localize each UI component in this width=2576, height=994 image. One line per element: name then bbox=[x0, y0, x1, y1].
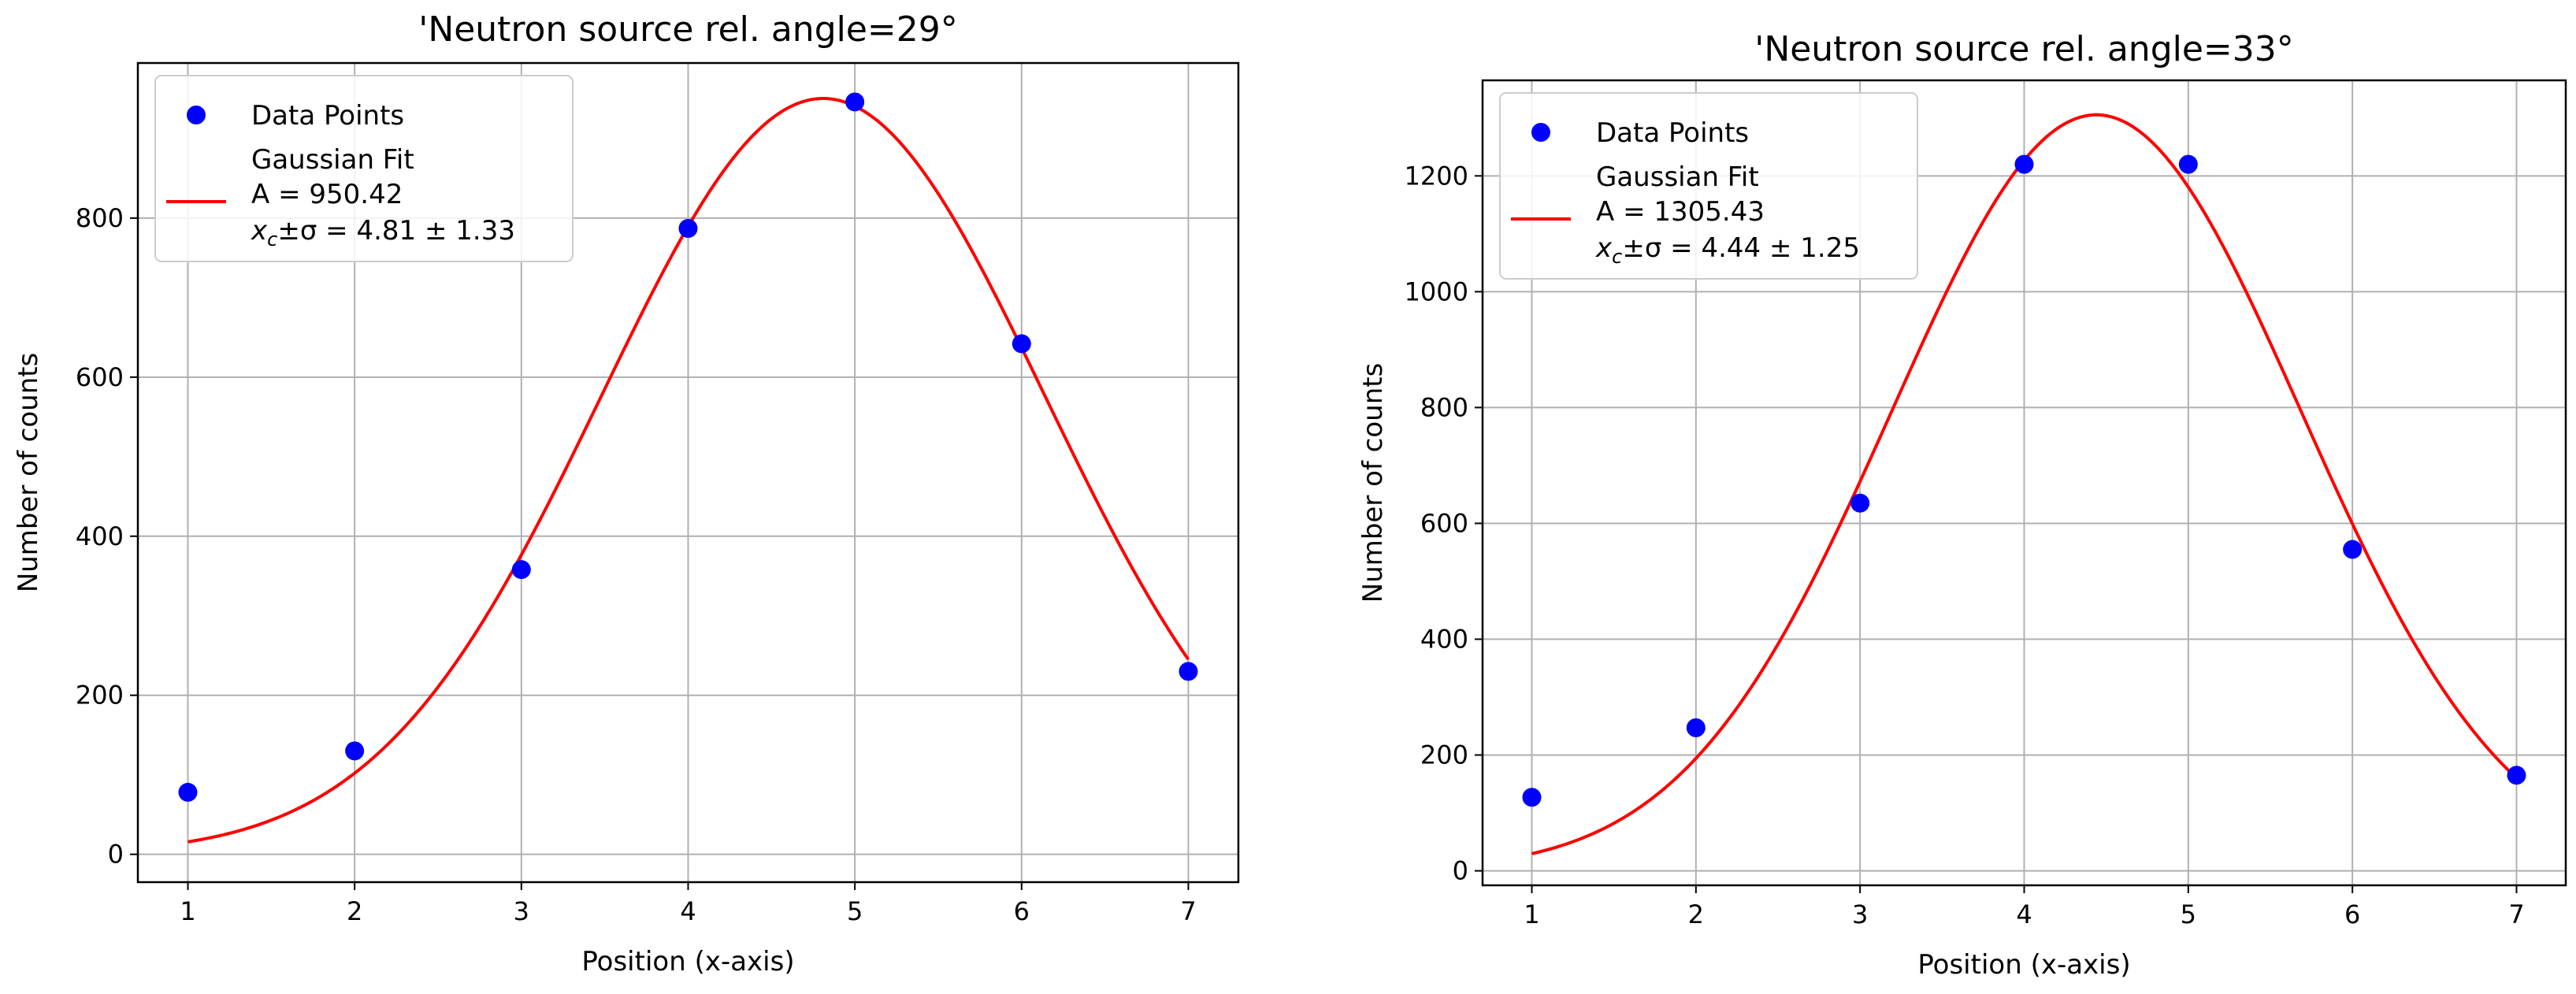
y-tick-label: 200 bbox=[76, 681, 124, 710]
x-tick-label: 7 bbox=[1180, 896, 1196, 926]
data-point bbox=[1686, 718, 1706, 738]
fit-center-subscript: c bbox=[267, 228, 277, 250]
legend-marker-points bbox=[187, 106, 206, 124]
x-tick-label: 5 bbox=[2181, 899, 2196, 929]
fit-center-symbol: x bbox=[251, 215, 268, 247]
chart-title: 'Neutron source rel. angle=33° bbox=[1754, 29, 2294, 69]
fit-center-rest: ±σ = 4.44 ± 1.25 bbox=[1622, 232, 1860, 264]
x-tick-label: 5 bbox=[847, 896, 863, 926]
data-point bbox=[1179, 662, 1198, 681]
y-tick-label: 600 bbox=[1420, 508, 1468, 538]
fit-center-symbol: x bbox=[1595, 232, 1613, 264]
data-point bbox=[1522, 788, 1542, 807]
y-tick-label: 200 bbox=[1420, 740, 1468, 770]
legend-fit-amplitude: A = 950.42 bbox=[251, 179, 403, 210]
data-point bbox=[178, 782, 198, 802]
data-point bbox=[1011, 334, 1031, 354]
x-tick-label: 1 bbox=[180, 896, 195, 926]
y-tick-label: 0 bbox=[108, 840, 124, 870]
legend-label-data-points: Data Points bbox=[251, 100, 404, 132]
legend-box bbox=[154, 75, 573, 262]
x-axis-label: Position (x-axis) bbox=[581, 946, 794, 977]
fit-center-subscript: c bbox=[1612, 246, 1622, 268]
data-point bbox=[345, 741, 365, 761]
legend-label-fit: Gaussian Fit bbox=[251, 144, 414, 176]
x-tick-label: 3 bbox=[1852, 899, 1868, 929]
chart-title: 'Neutron source rel. angle=29° bbox=[418, 9, 958, 50]
x-tick-label: 4 bbox=[2016, 899, 2032, 929]
y-tick-label: 800 bbox=[76, 203, 124, 233]
data-point bbox=[2178, 154, 2198, 174]
y-tick-label: 400 bbox=[76, 521, 124, 551]
data-point bbox=[678, 219, 698, 239]
y-tick-label: 1200 bbox=[1405, 161, 1468, 191]
legend-fit-amplitude: A = 1305.43 bbox=[1596, 196, 1765, 228]
x-tick-label: 6 bbox=[1014, 896, 1030, 926]
data-point bbox=[2507, 766, 2526, 785]
y-tick-label: 1000 bbox=[1405, 276, 1468, 306]
y-tick-label: 600 bbox=[76, 362, 124, 392]
legend-fit-center-sigma: xc±σ = 4.44 ± 1.25 bbox=[1595, 232, 1860, 268]
x-tick-label: 1 bbox=[1524, 899, 1539, 929]
y-axis-label: Number of counts bbox=[13, 353, 44, 593]
legend-marker-points bbox=[1531, 123, 1550, 142]
fit-center-rest: ±σ = 4.81 ± 1.33 bbox=[277, 215, 515, 247]
legend-label-data-points: Data Points bbox=[1596, 117, 1749, 149]
x-tick-label: 4 bbox=[680, 896, 696, 926]
x-tick-label: 3 bbox=[514, 896, 529, 926]
x-tick-label: 2 bbox=[347, 896, 362, 926]
data-point bbox=[1850, 493, 1870, 513]
y-tick-label: 800 bbox=[1420, 392, 1468, 422]
data-point bbox=[2343, 540, 2363, 559]
x-tick-label: 2 bbox=[1688, 899, 1704, 929]
y-tick-label: 0 bbox=[1453, 856, 1468, 886]
x-tick-label: 7 bbox=[2508, 899, 2524, 929]
y-axis-label: Number of counts bbox=[1357, 363, 1389, 603]
data-point bbox=[845, 92, 865, 112]
data-point bbox=[2014, 154, 2034, 174]
legend-label-fit: Gaussian Fit bbox=[1596, 161, 1759, 193]
x-axis-label: Position (x-axis) bbox=[1917, 949, 2130, 981]
legend-fit-center-sigma: xc±σ = 4.81 ± 1.33 bbox=[251, 215, 515, 250]
y-tick-label: 400 bbox=[1420, 625, 1468, 655]
x-tick-label: 6 bbox=[2344, 899, 2360, 929]
data-point bbox=[511, 560, 531, 580]
legend-box bbox=[1499, 92, 1918, 280]
